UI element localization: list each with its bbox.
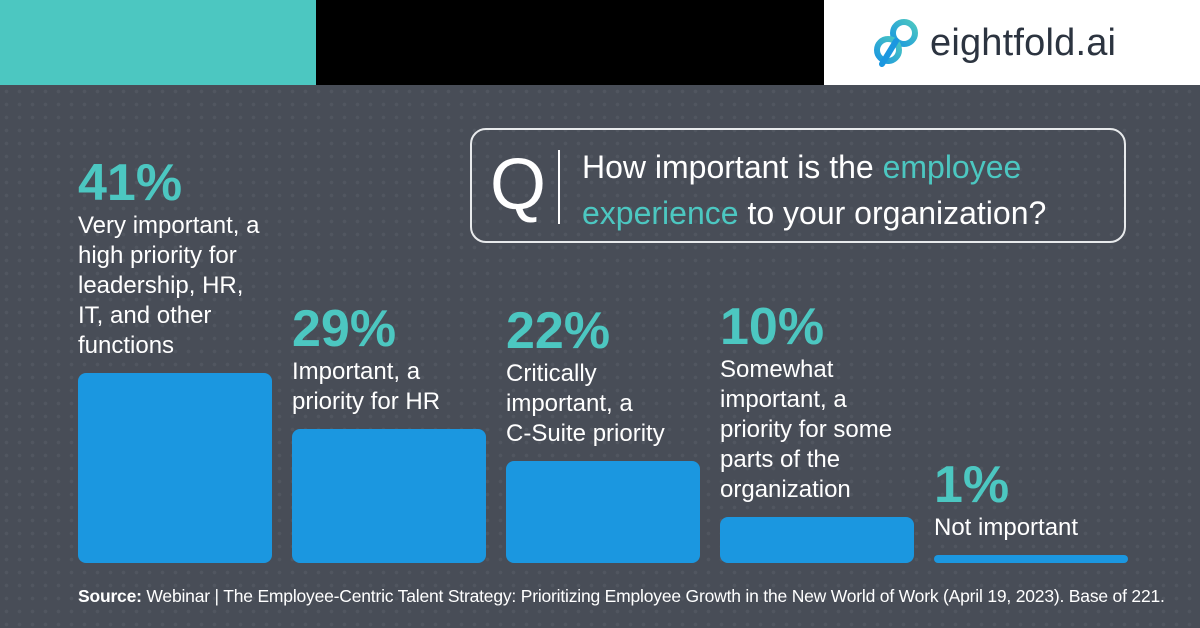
- category-label: Not important: [934, 514, 1079, 541]
- infinity-loop-icon: [874, 19, 918, 67]
- bar: [506, 461, 700, 563]
- data-label: 10%: [720, 298, 825, 356]
- category-label: Important, a priority for HR: [292, 358, 441, 415]
- question-text-start: How important is the: [582, 149, 883, 185]
- question-letter: Q: [490, 145, 547, 225]
- header-teal-block: [0, 0, 316, 85]
- eightfold-logo: eightfold.ai: [874, 18, 1116, 68]
- brand-name: eightfold.ai: [930, 21, 1117, 64]
- source-text: Webinar | The Employee-Centric Talent St…: [141, 586, 1165, 606]
- data-label: 29%: [292, 300, 397, 358]
- category-label: Very important, a high priority for leader…: [78, 212, 260, 359]
- question-box: Q How important is the employee experien…: [470, 128, 1126, 243]
- header-logo-area: [824, 0, 1200, 85]
- bar-label-group: 29% Important, a priority for HR: [292, 303, 506, 417]
- bar-label-group: 22% Critically important, a C-Suite priorit…: [506, 305, 720, 449]
- category-label: Somewhat important, a priority for some par…: [720, 356, 893, 503]
- bar: [292, 429, 486, 563]
- data-label: 41%: [78, 154, 183, 212]
- question-divider: [558, 150, 560, 224]
- bar: [720, 517, 914, 563]
- bar: [78, 373, 272, 563]
- bar: [934, 555, 1128, 563]
- question-text-end: to your organization?: [738, 195, 1047, 231]
- question-text: How important is the employee experience…: [582, 144, 1122, 236]
- source-note: Source: Webinar | The Employee-Centric T…: [78, 586, 1165, 607]
- source-label: Source:: [78, 586, 142, 606]
- question-highlight: employee experience: [582, 149, 1022, 231]
- data-label: 1%: [934, 456, 1010, 514]
- category-label: Critically important, a C-Suite priority: [506, 360, 665, 447]
- data-label: 22%: [506, 302, 611, 360]
- bar-label-group: 41% Very important, a high priority for lea…: [78, 157, 292, 361]
- header-black-block: [316, 0, 824, 85]
- bar-label-group: 10% Somewhat important, a priority for some…: [720, 301, 934, 505]
- bar-label-group: 1% Not important: [934, 459, 1148, 543]
